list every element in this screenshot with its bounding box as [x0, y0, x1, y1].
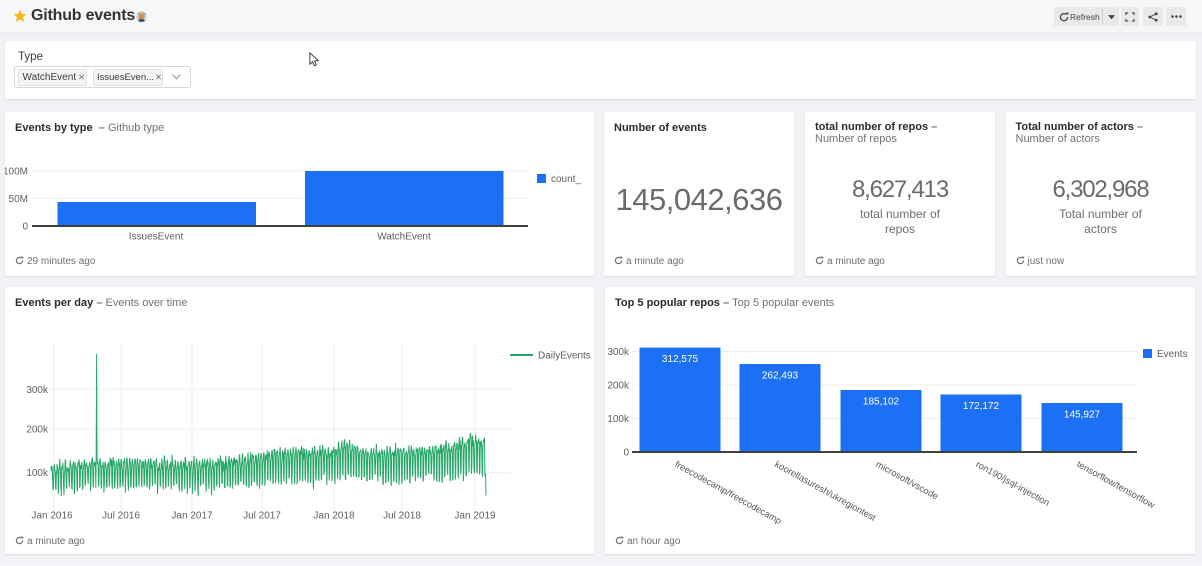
svg-text:Jul 2018: Jul 2018 — [383, 511, 421, 522]
svg-text:0: 0 — [623, 448, 629, 459]
svg-text:100k: 100k — [607, 414, 630, 425]
svg-text:Jan 2016: Jan 2016 — [31, 511, 73, 522]
svg-text:DailyEvents: DailyEvents — [538, 351, 591, 362]
svg-text:Jan 2019: Jan 2019 — [454, 511, 496, 522]
svg-text:IssuesEvent: IssuesEvent — [129, 232, 184, 243]
svg-text:0: 0 — [22, 222, 28, 233]
svg-text:50M: 50M — [9, 194, 28, 205]
svg-text:Events: Events — [1157, 349, 1188, 360]
svg-text:Jul 2017: Jul 2017 — [243, 511, 281, 522]
svg-text:Jul 2016: Jul 2016 — [102, 511, 140, 522]
svg-text:100M: 100M — [5, 167, 28, 178]
svg-text:Jan 2017: Jan 2017 — [171, 511, 213, 522]
svg-text:100k: 100k — [26, 468, 49, 479]
svg-text:count_: count_ — [551, 174, 581, 185]
svg-text:200k: 200k — [607, 381, 630, 392]
svg-text:185,102: 185,102 — [863, 397, 900, 408]
svg-text:262,493: 262,493 — [762, 371, 799, 382]
svg-text:300k: 300k — [607, 347, 630, 358]
svg-text:200k: 200k — [26, 425, 49, 436]
svg-text:300k: 300k — [26, 385, 49, 396]
svg-text:WatchEvent: WatchEvent — [377, 232, 431, 243]
svg-text:145,927: 145,927 — [1064, 410, 1101, 421]
svg-text:312,575: 312,575 — [662, 354, 699, 365]
svg-text:Jan 2018: Jan 2018 — [313, 511, 355, 522]
svg-text:172,172: 172,172 — [963, 401, 1000, 412]
